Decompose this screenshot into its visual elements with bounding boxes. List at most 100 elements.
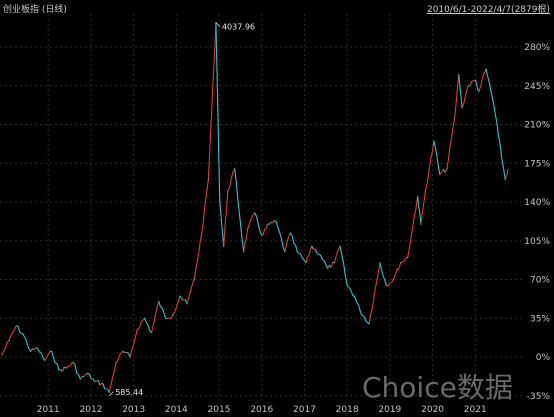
data-point	[51, 350, 53, 353]
data-point	[65, 367, 67, 369]
series-segment	[469, 81, 473, 87]
series-segment	[428, 159, 432, 172]
series-segment	[333, 255, 337, 264]
series-segment	[356, 302, 360, 306]
series-segment	[225, 190, 229, 211]
series-segment	[190, 284, 193, 292]
series-segment	[459, 86, 462, 96]
data-point	[36, 347, 39, 349]
series-segment	[505, 174, 508, 177]
x-tick-label: 2012	[80, 405, 103, 415]
series-segment	[499, 144, 503, 159]
series-segment	[446, 158, 450, 169]
series-segment	[191, 279, 195, 285]
x-tick-label: 2013	[122, 405, 145, 415]
watermark: Choice数据	[362, 371, 513, 404]
data-point	[467, 85, 469, 87]
x-tick-label: 2021	[464, 405, 487, 415]
data-point	[207, 179, 209, 181]
series-segment	[186, 296, 190, 304]
series-segment	[421, 201, 425, 213]
data-point	[346, 284, 348, 286]
data-point	[392, 278, 395, 281]
series-segment	[392, 274, 396, 280]
data-point	[1, 354, 3, 356]
series-segment	[488, 81, 491, 89]
y-tick-label: 70%	[530, 276, 550, 286]
series-segment	[13, 325, 17, 330]
data-point	[474, 79, 476, 81]
series-segment	[308, 250, 311, 257]
annotations: 4037.96 585.44	[108, 22, 255, 397]
data-point	[311, 245, 313, 247]
data-point	[158, 301, 160, 303]
series-segment	[350, 291, 354, 297]
data-point	[219, 201, 221, 203]
series-segment	[183, 299, 186, 301]
y-tick-label: -35%	[527, 392, 551, 402]
series-segment	[255, 216, 259, 225]
data-point	[8, 339, 10, 341]
data-point	[129, 356, 131, 358]
series-segment	[27, 345, 30, 350]
data-point	[108, 391, 110, 394]
data-point	[327, 267, 329, 270]
series-segment	[229, 178, 232, 188]
series-segment	[330, 262, 334, 268]
data-point	[353, 295, 355, 297]
data-point	[243, 251, 245, 253]
series-segment	[434, 147, 438, 157]
series-segment	[319, 254, 323, 260]
series-segment	[293, 242, 296, 246]
series-segment	[204, 192, 208, 206]
data-point	[93, 380, 96, 382]
series-segment	[134, 329, 138, 338]
series-segment	[280, 238, 284, 248]
series-segment	[489, 88, 493, 96]
series-segment	[51, 351, 55, 359]
series-segment	[237, 197, 240, 212]
series-segment	[207, 148, 211, 180]
series-segment	[209, 116, 212, 149]
series-segment	[234, 168, 237, 181]
data-point	[339, 245, 341, 247]
series-segment	[379, 262, 383, 270]
series-segment	[108, 385, 112, 393]
series-segment	[97, 380, 101, 386]
x-tick-label: 2020	[421, 405, 444, 415]
date-range[interactable]: 2010/6/1-2022/4/7(2879根)	[426, 5, 550, 15]
y-tick-label: 280%	[524, 43, 550, 53]
y-tick-label: 245%	[524, 82, 550, 92]
series-segment	[314, 248, 318, 254]
series-segment	[480, 78, 483, 87]
data-point	[275, 221, 277, 223]
series-segment	[243, 243, 246, 252]
series-segment	[454, 104, 457, 120]
data-point	[289, 232, 291, 234]
series-segment	[420, 212, 423, 225]
series-segment	[240, 224, 243, 240]
data-point	[234, 168, 236, 170]
data-point	[478, 90, 480, 92]
data-point	[420, 223, 422, 225]
series-segment	[150, 326, 154, 333]
data-point	[379, 262, 381, 264]
series-segment	[343, 263, 346, 276]
series-segment	[230, 171, 234, 179]
series-segment	[37, 347, 40, 353]
series-segment	[295, 244, 298, 252]
series-segment	[3, 347, 7, 352]
annotation-label: 4037.96	[222, 23, 255, 32]
series-segment	[382, 275, 386, 280]
data-point	[458, 74, 460, 76]
series-segment	[210, 83, 214, 117]
series-segment	[47, 351, 51, 355]
data-point	[268, 223, 270, 225]
x-tick-label: 2018	[336, 405, 359, 415]
data-point	[72, 361, 74, 364]
series-segment	[412, 216, 415, 228]
series-segment	[195, 262, 198, 271]
data-point	[446, 168, 448, 170]
series-segment	[291, 235, 295, 244]
